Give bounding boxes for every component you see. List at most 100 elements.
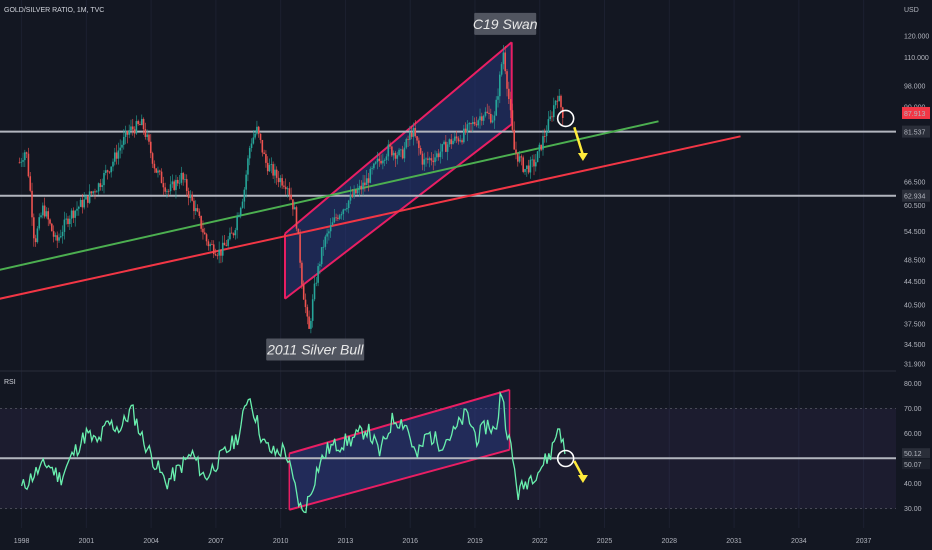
price-channel-upper-line[interactable]: [284, 41, 513, 235]
current-price-badge-text: 87.913: [904, 111, 926, 118]
rsi-channel-lower-line[interactable]: [289, 448, 510, 511]
candle-body: [24, 152, 26, 161]
candle-body: [470, 123, 472, 125]
candle-body: [331, 222, 334, 226]
candle-body: [391, 146, 393, 156]
candle-body: [281, 178, 283, 186]
candle-body: [117, 150, 120, 159]
candle-body: [257, 126, 260, 134]
rsi-level-badge-text: 50.12: [904, 451, 922, 458]
candle-body: [94, 191, 96, 193]
annotation-c19-swan[interactable]: C19 Swan: [473, 12, 538, 35]
candle-body: [455, 136, 458, 139]
red-trendline[interactable]: [0, 135, 741, 300]
candle-body: [412, 127, 415, 137]
candle-body: [378, 158, 381, 161]
rsi-down-arrow-shaft[interactable]: [573, 460, 585, 478]
candle-body: [112, 161, 114, 167]
candle-body: [171, 181, 174, 185]
price-axis[interactable]: 120.000110.00098.00090.00066.50060.50054…: [902, 33, 930, 368]
rsi-axis[interactable]: 80.00 70.00 60.00 40.00 30.00 50.12 50.07: [902, 381, 930, 513]
candle-body: [441, 144, 444, 152]
candle-body: [33, 217, 35, 239]
time-axis[interactable]: 1998 2001 2004 2007 2010 2013 2016 2019 2022 2025…: [14, 538, 872, 545]
rsi-tick-label: 70.00: [904, 406, 922, 413]
candle-body: [106, 170, 109, 172]
price-tick-label: 31.900: [904, 361, 926, 368]
candle-body: [164, 187, 166, 192]
candle-body: [479, 116, 481, 121]
rsi-marker-circle[interactable]: [556, 449, 575, 468]
candle-body: [148, 134, 150, 142]
candle-body: [95, 191, 98, 193]
time-tick-label: 2013: [338, 538, 354, 545]
candle-body: [405, 139, 408, 148]
candle-body: [376, 158, 379, 163]
candle-body: [279, 178, 282, 183]
candle-body: [538, 144, 541, 152]
candle-body: [400, 149, 402, 151]
candle-body: [454, 136, 456, 141]
rsi-tick-label: 80.00: [904, 381, 922, 388]
candle-body: [113, 152, 116, 162]
candle-body: [436, 153, 438, 158]
time-tick-label: 2031: [726, 538, 742, 545]
candle-body: [155, 168, 157, 173]
down-arrow-shaft[interactable]: [573, 126, 585, 156]
rsi-channel-fill: [289, 389, 510, 510]
time-tick-label: 2028: [662, 538, 678, 545]
candle-body: [369, 168, 372, 183]
green-trendline[interactable]: [0, 120, 659, 271]
candle-body: [65, 218, 68, 220]
candle-body: [324, 236, 327, 247]
candle-body: [288, 188, 291, 195]
candle-body: [175, 179, 177, 190]
candle-body: [54, 235, 57, 237]
candle-body: [214, 254, 217, 256]
candle-body: [88, 191, 91, 203]
annotation-2011-silver-bull[interactable]: 2011 Silver Bull: [266, 338, 364, 361]
candle-body: [202, 228, 204, 233]
candle-body: [261, 139, 264, 153]
marker-circle[interactable]: [556, 109, 575, 128]
candle-body: [448, 139, 451, 145]
candle-body: [401, 149, 404, 159]
candle-body: [392, 152, 395, 156]
candle-body: [533, 159, 535, 167]
candle-body: [421, 153, 424, 165]
candle-body: [542, 136, 544, 150]
rsi-pane[interactable]: [0, 388, 896, 514]
candle-body: [99, 183, 102, 187]
time-tick-label: 2004: [143, 538, 159, 545]
candle-body: [497, 96, 499, 100]
candle-body: [423, 159, 426, 165]
candle-body: [158, 170, 161, 172]
candle-body: [115, 152, 118, 159]
candle-body: [362, 182, 364, 190]
candle-body: [196, 208, 199, 212]
candle-body: [490, 113, 492, 123]
candle-body: [468, 123, 471, 125]
time-tick-label: 2022: [532, 538, 548, 545]
candle-body: [367, 178, 370, 183]
candle-body: [232, 233, 235, 236]
candle-body: [457, 138, 460, 142]
candle-body: [320, 247, 323, 265]
down-arrow-head: [577, 152, 588, 161]
candle-body: [389, 144, 391, 147]
candle-body: [517, 153, 519, 162]
candle-body: [360, 185, 363, 190]
candle-body: [518, 156, 521, 162]
time-tick-label: 2010: [273, 538, 289, 545]
candle-body: [547, 119, 550, 133]
price-pane[interactable]: C19 Swan 2011 Silver Bull: [0, 12, 896, 361]
candle-body: [238, 215, 240, 217]
rsi-line[interactable]: [20, 390, 566, 514]
rsi-channel-upper-line[interactable]: [289, 388, 510, 455]
candle-body: [463, 128, 465, 143]
candle-body: [167, 190, 170, 192]
candle-body: [299, 234, 301, 263]
candle-body: [198, 211, 201, 216]
candle-body: [450, 139, 453, 145]
